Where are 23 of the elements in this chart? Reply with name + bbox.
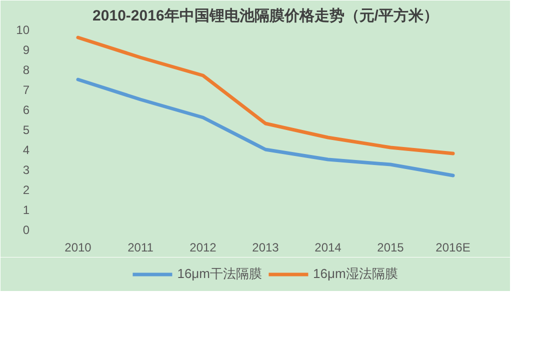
x-tick-label: 2016E <box>436 240 470 254</box>
x-tick-label: 2010 <box>64 240 92 254</box>
y-tick-label: 4 <box>22 143 30 157</box>
x-tick-label: 2015 <box>377 240 404 254</box>
legend-label: 16μm干法隔膜 <box>177 265 262 283</box>
x-tick-label: 2014 <box>314 240 342 254</box>
x-tick-label: 2012 <box>190 240 217 254</box>
y-tick-label: 1 <box>22 203 30 217</box>
x-tick-label: 2011 <box>128 240 154 254</box>
y-tick-label: 9 <box>22 43 30 57</box>
legend-label: 16μm湿法隔膜 <box>313 265 398 283</box>
y-tick-label: 10 <box>16 23 30 37</box>
x-tick-label: 2013 <box>252 240 280 254</box>
y-tick-label: 5 <box>22 123 30 137</box>
y-tick-label: 7 <box>22 83 30 97</box>
y-tick-label: 6 <box>22 103 30 117</box>
chart-title: 2010-2016年中国锂电池隔膜价格走势（元/平方米） <box>92 6 438 24</box>
y-tick-label: 2 <box>22 183 30 197</box>
y-tick-label: 8 <box>22 63 30 77</box>
line-series <box>76 36 455 156</box>
y-tick-label: 0 <box>22 223 30 237</box>
y-tick-label: 3 <box>22 163 30 177</box>
line-series <box>76 78 455 178</box>
